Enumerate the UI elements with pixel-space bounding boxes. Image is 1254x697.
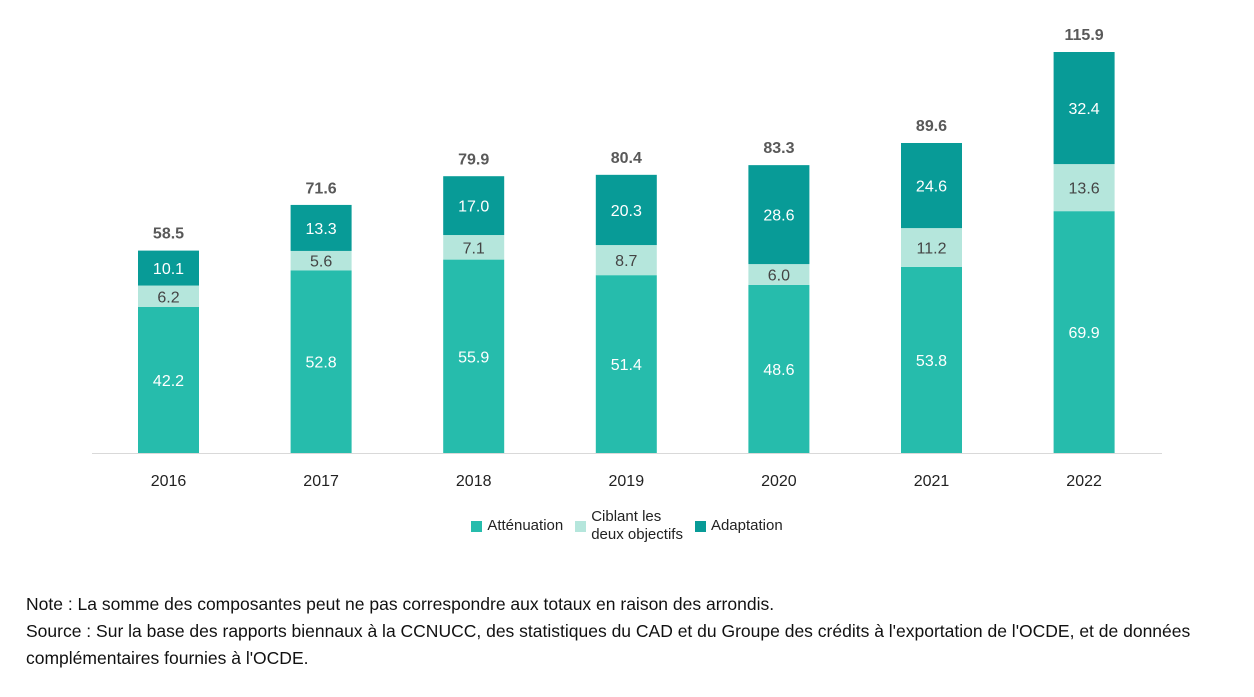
bar-segment	[290, 270, 352, 453]
data-label: 24.6	[916, 179, 947, 196]
bar-segment	[443, 235, 505, 260]
bar-segment	[595, 245, 657, 276]
stacked-bar-chart: 42.2 6.2 10.1 58.5 2016 52.8 5.6 13.3 71.6 2017 55…	[92, 27, 1162, 490]
data-label: 20.3	[611, 203, 642, 220]
legend-label: Ciblant les deux objectifs	[591, 508, 683, 543]
bar-segment	[1053, 52, 1115, 165]
bar-segment	[748, 264, 810, 285]
data-label: 5.6	[310, 254, 332, 271]
legend-item: Atténuation	[471, 517, 563, 535]
legend: Atténuation Ciblant les deux objectifs Ada…	[0, 508, 1254, 544]
legend-swatch	[471, 520, 483, 532]
total-label: 71.6	[306, 180, 337, 197]
data-label: 8.7	[615, 253, 637, 270]
bar-segment	[290, 204, 352, 251]
x-tick-label: 2016	[151, 473, 187, 490]
legend-swatch	[575, 520, 587, 532]
bar-segment	[1053, 211, 1115, 453]
source-text: Source : Sur la base des rapports bienna…	[26, 621, 1191, 668]
data-label: 6.2	[157, 289, 179, 306]
total-label: 115.9	[1065, 27, 1104, 44]
data-label: 10.1	[153, 261, 184, 278]
data-label: 13.6	[1069, 181, 1100, 198]
bar-segment	[1053, 164, 1115, 212]
bar-segment	[138, 285, 199, 307]
x-tick-label: 2018	[456, 473, 492, 490]
bar-segment	[443, 176, 505, 236]
data-label: 55.9	[458, 349, 489, 366]
data-label: 69.9	[1069, 325, 1100, 342]
bar-segment	[290, 250, 352, 271]
total-label: 80.4	[611, 150, 642, 167]
data-label: 53.8	[916, 353, 947, 370]
bar-segment	[138, 306, 199, 453]
chart-notes: Note : La somme des composantes peut ne …	[26, 591, 1246, 672]
total-label: 58.5	[153, 226, 184, 243]
x-tick-label: 2019	[609, 473, 645, 490]
x-tick-label: 2020	[761, 473, 797, 490]
bar-segment	[748, 284, 810, 453]
legend-swatch	[694, 520, 706, 532]
data-label: 52.8	[306, 355, 337, 372]
bar-segment	[748, 165, 810, 265]
data-label: 51.4	[611, 357, 642, 374]
bar-segment	[595, 174, 657, 246]
bar-segment	[901, 142, 962, 229]
total-label: 83.3	[763, 140, 794, 157]
data-label: 6.0	[768, 267, 790, 284]
data-label: 17.0	[458, 199, 489, 216]
bar-segment	[443, 259, 505, 453]
bar-segment	[138, 250, 199, 286]
legend-item: Ciblant les deux objectifs	[575, 508, 683, 544]
data-label: 13.3	[306, 221, 337, 238]
data-label: 11.2	[917, 240, 947, 257]
data-label: 28.6	[763, 208, 794, 225]
total-label: 89.6	[916, 118, 947, 135]
data-label: 32.4	[1069, 101, 1100, 118]
legend-item: Adaptation	[694, 517, 783, 535]
legend-label: Adaptation	[710, 517, 783, 534]
x-tick-label: 2021	[914, 473, 950, 490]
legend-label: Atténuation	[487, 517, 564, 534]
bar-segment	[901, 266, 962, 453]
data-label: 48.6	[763, 362, 794, 379]
bar-segment	[901, 228, 962, 267]
data-label: 42.2	[153, 373, 184, 390]
note-text: Note : La somme des composantes peut ne …	[26, 594, 775, 614]
data-label: 7.1	[463, 240, 485, 257]
total-label: 79.9	[458, 152, 489, 169]
x-tick-label: 2022	[1066, 473, 1102, 490]
bar-segment	[595, 275, 657, 453]
x-tick-label: 2017	[303, 473, 339, 490]
